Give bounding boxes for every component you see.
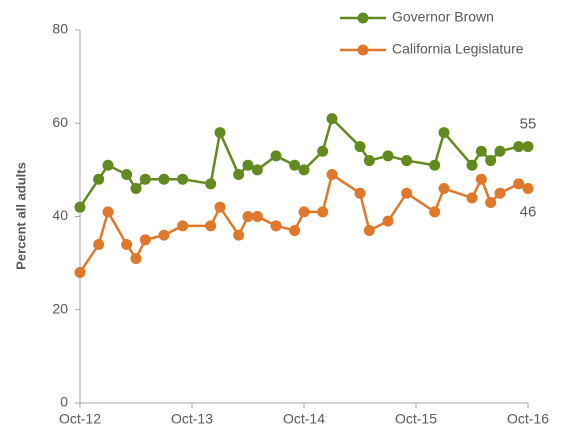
data-point	[317, 145, 329, 157]
data-point	[242, 159, 254, 171]
data-point	[513, 178, 525, 190]
y-tick-label: 20	[52, 300, 68, 316]
data-point	[382, 150, 394, 162]
data-point	[429, 159, 441, 171]
data-point	[354, 187, 366, 199]
data-point	[177, 173, 189, 185]
data-point	[438, 183, 450, 195]
y-axis-label: Percent all adults	[13, 162, 28, 270]
data-point	[363, 155, 375, 167]
data-point	[466, 192, 478, 204]
y-tick-label: 0	[60, 394, 68, 410]
data-point	[429, 206, 441, 218]
data-point	[494, 187, 506, 199]
data-point	[513, 141, 525, 153]
data-point	[522, 183, 534, 195]
legend-marker	[357, 12, 369, 24]
data-point	[289, 159, 301, 171]
y-tick-label: 40	[52, 207, 68, 223]
data-point	[242, 211, 254, 222]
x-tick-label: Oct-16	[507, 411, 549, 427]
data-point	[298, 206, 310, 218]
data-point	[270, 150, 282, 162]
data-point	[270, 220, 282, 232]
data-point	[494, 145, 506, 157]
data-point	[475, 173, 487, 185]
data-point	[522, 141, 534, 153]
data-point	[158, 173, 170, 185]
data-point	[93, 173, 105, 185]
data-point	[475, 145, 487, 157]
data-point	[74, 201, 86, 213]
data-point	[177, 220, 189, 232]
data-point	[317, 206, 329, 218]
data-point	[214, 127, 226, 139]
data-point	[485, 197, 497, 209]
data-point	[401, 187, 413, 199]
data-point	[289, 224, 301, 236]
data-point	[363, 224, 375, 236]
data-point	[401, 155, 413, 167]
data-point	[121, 169, 133, 181]
data-point	[93, 238, 105, 250]
data-point	[251, 211, 263, 222]
data-point	[130, 183, 142, 195]
data-point	[130, 252, 142, 264]
data-point	[485, 155, 497, 167]
data-point	[121, 238, 133, 250]
data-point	[139, 234, 151, 246]
data-point	[158, 229, 170, 241]
data-point	[233, 169, 245, 181]
x-tick-label: Oct-14	[283, 411, 325, 427]
data-point	[74, 266, 86, 278]
data-point	[102, 159, 114, 171]
data-point	[466, 159, 478, 171]
y-tick-label: 80	[52, 21, 68, 37]
data-point	[298, 164, 310, 176]
data-point	[205, 178, 217, 190]
data-point	[102, 206, 114, 218]
data-point	[139, 173, 151, 185]
data-point	[326, 113, 338, 125]
data-point	[214, 201, 226, 213]
legend-marker	[357, 44, 369, 56]
data-point	[233, 229, 245, 241]
data-point	[438, 127, 450, 139]
series-line	[78, 172, 529, 274]
annotation: 55	[520, 116, 537, 133]
data-point	[354, 141, 366, 153]
x-tick-label: Oct-13	[171, 411, 213, 427]
x-tick-label: Oct-15	[395, 411, 437, 427]
data-point	[382, 215, 394, 227]
data-point	[326, 169, 338, 181]
x-tick-label: Oct-12	[59, 411, 101, 427]
y-tick-label: 60	[52, 114, 68, 130]
legend-label: California Legislature	[392, 41, 524, 57]
data-point	[251, 164, 263, 176]
legend-label: Governor Brown	[392, 9, 494, 25]
data-point	[205, 220, 217, 232]
annotation: 46	[520, 203, 537, 220]
